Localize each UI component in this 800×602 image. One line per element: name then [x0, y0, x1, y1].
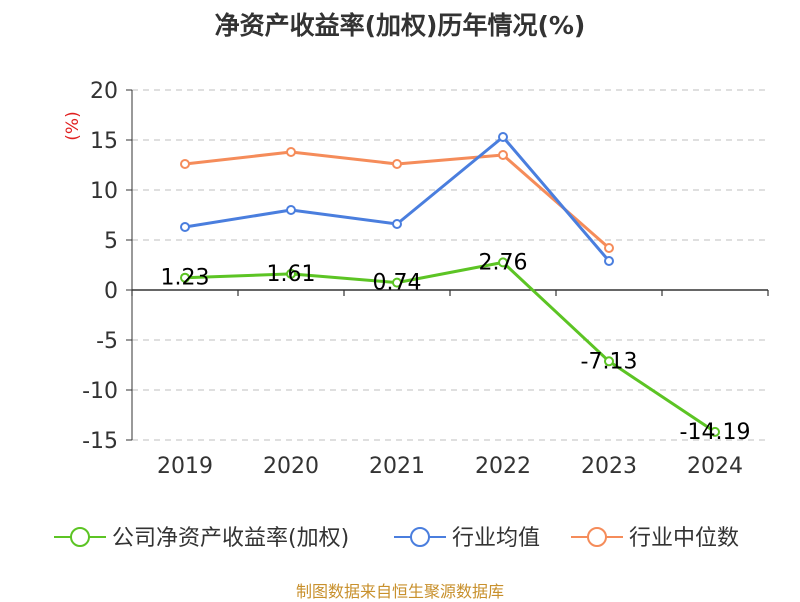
- series-lines: [180, 132, 720, 437]
- grid-lines: [132, 89, 768, 441]
- legend-marker-icon: [587, 527, 607, 547]
- legend-marker-icon: [70, 527, 90, 547]
- data-point: [180, 272, 190, 283]
- legend-label: 行业中位数: [629, 526, 739, 551]
- legend-item[interactable]: 行业中位数: [571, 526, 739, 551]
- data-point: [498, 257, 508, 268]
- x-tick-label: 2021: [369, 454, 425, 479]
- data-point: [392, 219, 402, 229]
- axes: 20 15 10 5 0 -5 -10 -15 2019 2020 2021 2022 2023 2024…: [63, 79, 769, 479]
- legend: 公司净资产收益率(加权) 行业均值 行业中位数: [54, 526, 739, 551]
- x-tick-label: 2020: [263, 454, 319, 479]
- legend-label: 行业均值: [452, 526, 540, 551]
- data-point: [180, 222, 190, 232]
- chart-title: 净资产收益率(加权)历年情况(%): [214, 11, 586, 40]
- data-point: [498, 150, 508, 160]
- y-tick-label: -5: [96, 329, 118, 354]
- y-axis-unit: (%): [63, 111, 83, 140]
- data-point: [286, 147, 296, 157]
- series-line: [184, 260, 716, 434]
- data-point: [498, 132, 508, 142]
- y-tick-label: -10: [82, 379, 118, 404]
- x-tick-label: 2022: [475, 454, 531, 479]
- x-tick-label: 2023: [581, 454, 637, 479]
- y-tick-label: 5: [104, 229, 118, 254]
- data-point: [604, 256, 614, 266]
- y-tick-label: 20: [90, 79, 118, 104]
- data-label: 2.76: [479, 250, 528, 275]
- y-tick-label: 15: [90, 129, 118, 154]
- legend-item[interactable]: 公司净资产收益率(加权): [54, 526, 349, 551]
- data-label: 1.23: [161, 266, 210, 291]
- data-label: -14.19: [680, 420, 751, 445]
- data-label: -7.13: [581, 349, 638, 374]
- source-note: 制图数据来自恒生聚源数据库: [295, 582, 504, 601]
- data-point: [392, 159, 402, 169]
- y-tick-label: -15: [82, 429, 118, 454]
- data-point: [604, 356, 614, 367]
- x-tick-label: 2024: [687, 454, 743, 479]
- data-label: 1.61: [267, 262, 316, 287]
- data-point: [710, 426, 720, 437]
- y-tick-label: 10: [90, 179, 118, 204]
- data-point: [180, 159, 190, 169]
- data-point: [286, 205, 296, 215]
- data-point: [286, 268, 296, 279]
- data-point: [604, 243, 614, 253]
- x-tick-label: 2019: [157, 454, 213, 479]
- data-labels: 1.23 1.61 0.74 2.76 -7.13 -14.19: [161, 250, 751, 445]
- legend-label: 公司净资产收益率(加权): [112, 526, 349, 551]
- data-point: [392, 277, 402, 288]
- legend-item[interactable]: 行业均值: [394, 526, 540, 551]
- legend-marker-icon: [410, 527, 430, 547]
- y-tick-label: 0: [104, 279, 118, 304]
- data-label: 0.74: [373, 271, 422, 296]
